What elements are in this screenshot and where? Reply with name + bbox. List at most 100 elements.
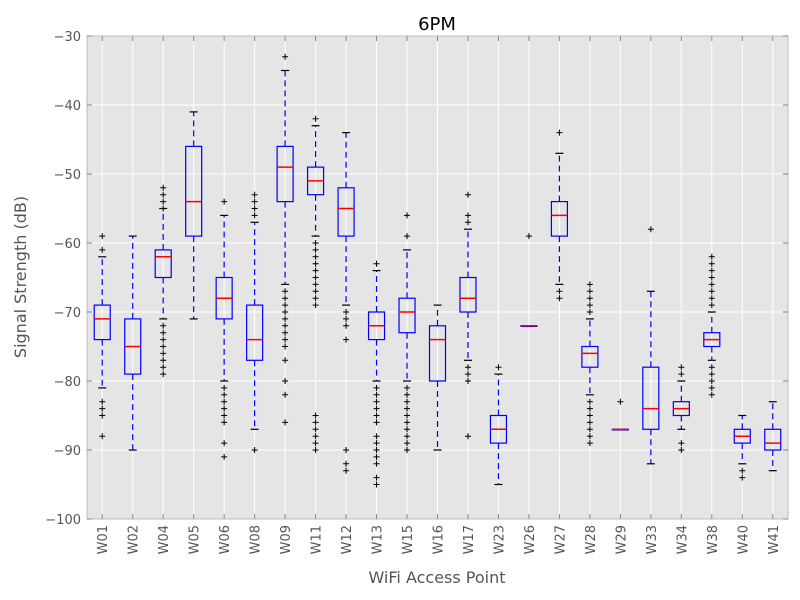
box-w23 [489, 364, 508, 486]
flier-point [495, 364, 502, 371]
flier-point [312, 274, 319, 281]
box-w26 [520, 233, 538, 327]
flier-point [404, 212, 411, 219]
flier-point [221, 412, 228, 419]
y-tick-label: −50 [54, 168, 81, 183]
flier-point [464, 378, 471, 384]
box-w28 [581, 281, 599, 447]
box-iqr [93, 304, 111, 341]
x-tick-label: W15 [401, 525, 416, 554]
x-tick-label: W26 [523, 525, 538, 554]
flier-point [373, 384, 380, 391]
x-tick-label: W17 [462, 525, 477, 554]
flier-point [282, 391, 289, 398]
box-iqr [581, 345, 599, 368]
flier-point [404, 405, 411, 412]
flier-point [312, 412, 319, 419]
flier-point [312, 260, 319, 267]
flier-point [282, 378, 289, 384]
flier-point [251, 205, 258, 212]
x-tick-label: W38 [706, 525, 721, 554]
flier-point [282, 322, 289, 329]
flier-point [373, 260, 380, 267]
flier-point [373, 440, 380, 447]
box-w05 [185, 111, 203, 320]
flier-point [617, 398, 624, 405]
flier-point [586, 295, 593, 302]
flier-point [160, 198, 167, 205]
box-w15 [398, 212, 416, 453]
y-tick-label: −60 [54, 237, 81, 252]
flier-point [708, 384, 715, 391]
flier-point [708, 281, 715, 288]
x-tick-label: W04 [157, 525, 172, 554]
x-tick-label: W41 [767, 525, 782, 554]
chart-title: 6PM [418, 14, 456, 35]
x-tick-label: W13 [371, 525, 386, 554]
flier-point [373, 433, 380, 440]
x-tick-label: W16 [432, 525, 447, 554]
flier-point [586, 426, 593, 433]
flier-point [739, 467, 746, 474]
box-iqr [550, 201, 569, 237]
flier-point [373, 412, 380, 419]
x-tick-label: W02 [127, 525, 142, 554]
box-w06 [215, 198, 233, 460]
flier-point [221, 419, 228, 426]
box-w13 [367, 260, 386, 488]
flier-point [99, 233, 106, 240]
flier-point [678, 440, 685, 447]
flier-point [708, 371, 715, 378]
flier-point [464, 371, 471, 378]
flier-point [586, 440, 593, 447]
flier-point [282, 419, 289, 426]
flier-point [160, 364, 167, 371]
flier-point [404, 233, 411, 240]
flier-point [221, 384, 228, 391]
flier-point [160, 205, 167, 212]
flier-point [160, 329, 167, 336]
flier-point [312, 419, 319, 426]
y-tick-label: −70 [54, 306, 81, 321]
flier-point [586, 398, 593, 405]
flier-point [160, 371, 167, 378]
flier-point [708, 267, 715, 274]
flier-point [647, 226, 654, 233]
flier-point [586, 309, 593, 315]
flier-point [708, 302, 715, 309]
flier-point [160, 336, 167, 343]
box-iqr [246, 304, 264, 361]
flier-point [312, 253, 319, 260]
box-w41 [764, 401, 782, 472]
box-iqr [185, 145, 203, 237]
flier-point [160, 184, 167, 191]
box-w01 [93, 233, 111, 440]
flier-point [312, 246, 319, 253]
flier-point [282, 309, 289, 315]
flier-point [373, 460, 380, 467]
flier-point [282, 357, 289, 364]
flier-point [99, 433, 106, 440]
flier-point [343, 467, 350, 474]
flier-point [251, 212, 258, 219]
flier-point [343, 322, 350, 329]
flier-point [404, 384, 411, 391]
flier-point [312, 281, 319, 288]
flier-point [312, 447, 319, 453]
flier-point [99, 246, 106, 253]
axes: −100 −90 −80 −70 −60 −50 −40 −30 W01 W02 W04 W05 W06… [45, 30, 789, 554]
flier-point [160, 191, 167, 198]
flier-point [708, 274, 715, 281]
box-iqr [642, 366, 660, 430]
flier-point [160, 357, 167, 364]
flier-point [221, 440, 228, 447]
box-iqr [428, 325, 447, 382]
flier-point [312, 295, 319, 302]
flier-point [312, 115, 319, 122]
flier-point [160, 350, 167, 357]
x-tick-label: W08 [249, 525, 264, 554]
flier-point [221, 398, 228, 405]
flier-point [404, 398, 411, 405]
flier-point [282, 53, 289, 60]
